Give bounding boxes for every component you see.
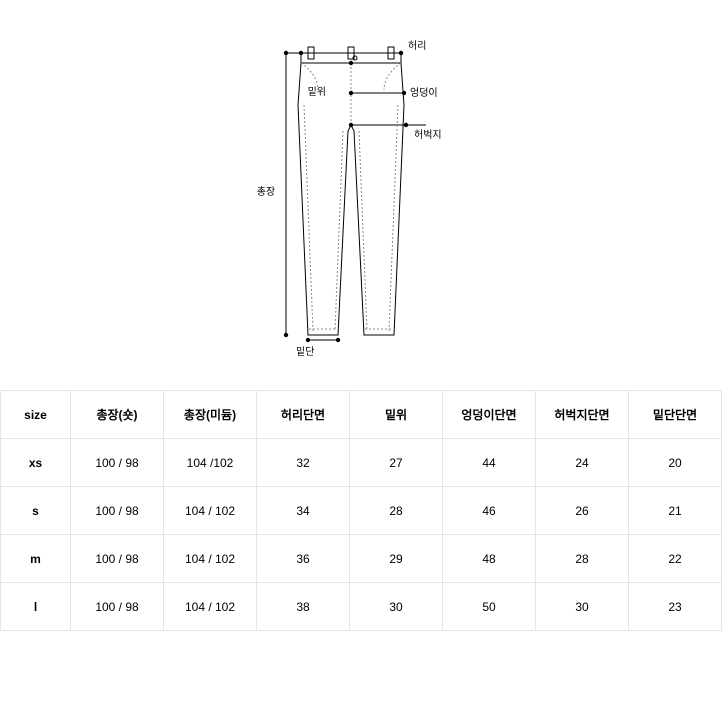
label-thigh: 허벅지	[414, 129, 442, 141]
pants-svg: 허리 엉덩이 밑위 허벅지	[246, 35, 476, 365]
col-len-s: 총장(숏)	[71, 391, 164, 439]
table-header-row: size 총장(숏) 총장(미듐) 허리단면 밑위 엉덩이단면 허벅지단면 밑단…	[1, 391, 722, 439]
col-rise: 밑위	[350, 391, 443, 439]
col-hip: 엉덩이단면	[443, 391, 536, 439]
col-hem: 밑단단면	[629, 391, 722, 439]
col-waist: 허리단면	[257, 391, 350, 439]
col-size: size	[1, 391, 71, 439]
pants-diagram: 허리 엉덩이 밑위 허벅지	[0, 0, 722, 380]
label-rise: 밑위	[308, 85, 326, 98]
table-row: xs 100 / 98 104 /102 32 27 44 24 20	[1, 439, 722, 487]
label-length: 총장	[257, 186, 275, 198]
label-hem: 밑단	[296, 346, 314, 358]
label-waist: 허리	[408, 40, 426, 52]
label-hip: 엉덩이	[410, 87, 438, 99]
col-len-m: 총장(미듐)	[164, 391, 257, 439]
col-thigh: 허벅지단면	[536, 391, 629, 439]
table-row: s 100 / 98 104 / 102 34 28 46 26 21	[1, 487, 722, 535]
table-row: l 100 / 98 104 / 102 38 30 50 30 23	[1, 583, 722, 631]
size-table: size 총장(숏) 총장(미듐) 허리단면 밑위 엉덩이단면 허벅지단면 밑단…	[0, 390, 722, 631]
table-row: m 100 / 98 104 / 102 36 29 48 28 22	[1, 535, 722, 583]
